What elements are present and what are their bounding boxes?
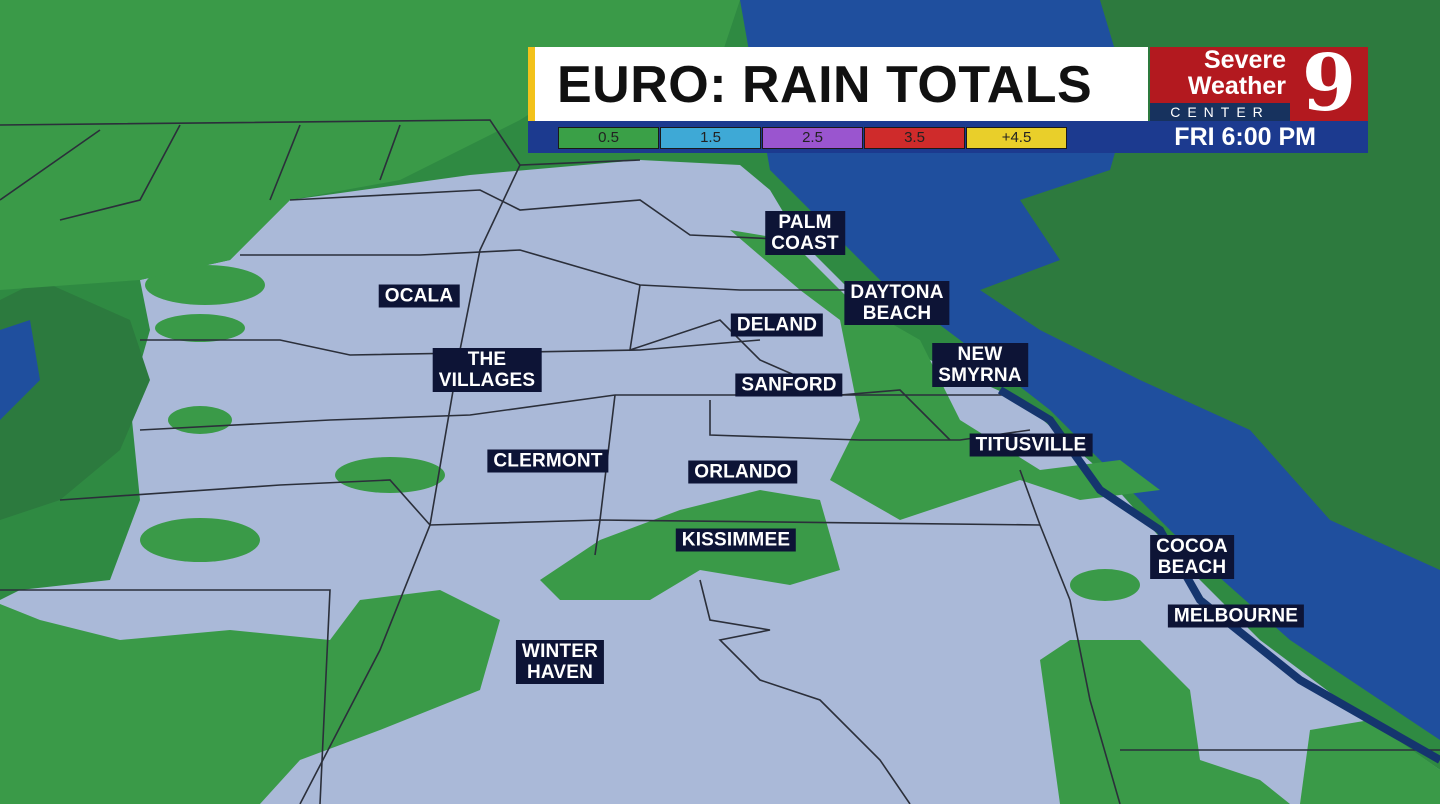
- severe-weather-center-logo: Severe Weather CENTER 9: [1150, 45, 1368, 123]
- logo-line-2: Weather: [1187, 72, 1286, 100]
- title-bar: EURO: RAIN TOTALS: [528, 47, 1148, 121]
- city-label-the-villages: THE VILLAGES: [432, 348, 542, 392]
- legend-item-1-5: 1.5: [660, 127, 761, 149]
- legend-item-4-5-plus: +4.5: [966, 127, 1067, 149]
- city-label-daytona-beach: DAYTONA BEACH: [844, 281, 950, 325]
- city-label-new-smyrna: NEW SMYRNA: [932, 343, 1028, 387]
- city-label-orlando: ORLANDO: [688, 460, 798, 484]
- city-label-sanford: SANFORD: [735, 373, 843, 397]
- graphic-header: EURO: RAIN TOTALS 0.5 1.5 2.5 3.5 +4.5 F…: [528, 45, 1368, 153]
- city-label-ocala: OCALA: [378, 284, 460, 308]
- page-title: EURO: RAIN TOTALS: [557, 56, 1093, 114]
- city-label-clermont: CLERMONT: [487, 449, 609, 473]
- logo-number: 9: [1290, 45, 1368, 123]
- gulf-water: [0, 280, 150, 520]
- legend-item-3-5: 3.5: [864, 127, 965, 149]
- city-label-cocoa-beach: COCOA BEACH: [1150, 535, 1234, 579]
- legend-bar: 0.5 1.5 2.5 3.5 +4.5 FRI 6:00 PM: [528, 121, 1368, 153]
- legend-item-2-5: 2.5: [762, 127, 863, 149]
- coastline-lagoon: [997, 386, 1440, 764]
- city-label-titusville: TITUSVILLE: [969, 433, 1093, 457]
- city-label-deland: DELAND: [730, 313, 824, 337]
- city-label-kissimmee: KISSIMMEE: [675, 528, 797, 552]
- logo-line-1: Severe: [1203, 46, 1286, 74]
- city-label-palm-coast: PALM COAST: [765, 211, 845, 255]
- city-label-winter-haven: WINTER HAVEN: [515, 640, 605, 684]
- forecast-time: FRI 6:00 PM: [1174, 123, 1316, 151]
- legend-item-0-5: 0.5: [558, 127, 659, 149]
- logo-line-3: CENTER: [1150, 103, 1290, 121]
- city-label-melbourne: MELBOURNE: [1167, 604, 1305, 628]
